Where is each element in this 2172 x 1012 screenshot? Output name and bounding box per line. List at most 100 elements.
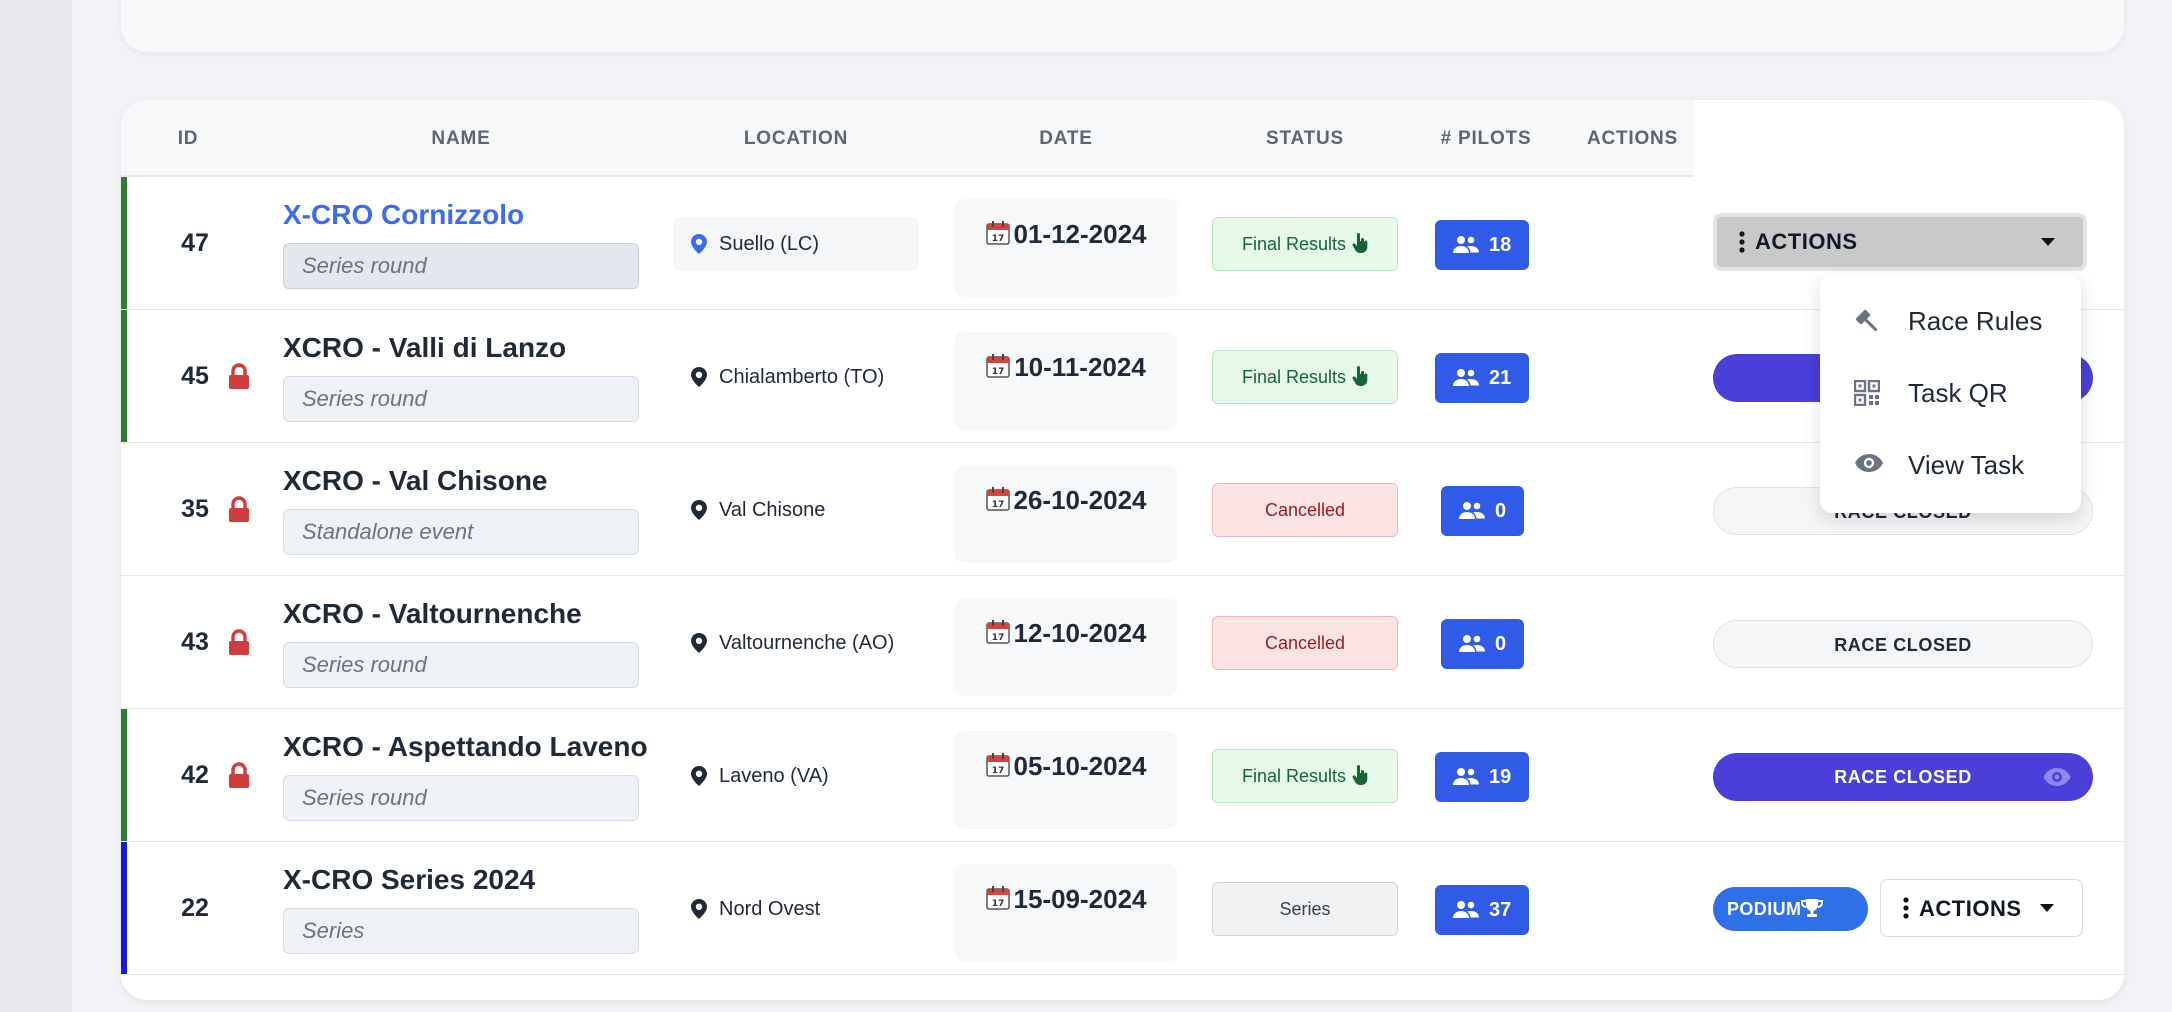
col-header-status[interactable]: STATUS [1266,128,1344,149]
pilots-count: 0 [1495,500,1507,522]
calendar-icon: 17 [985,753,1010,777]
race-name[interactable]: XCRO - Valtournenche [283,598,582,629]
actions-dropdown-menu: Race Rules Task QR View Task [1820,275,2081,513]
users-icon [1453,901,1479,918]
date-text: 10-11-2024 [1014,352,1146,382]
table-row: 47 X-CRO Cornizzolo Series round Suello … [121,177,2124,310]
map-pin-icon [691,234,707,254]
race-type-field: Series round [283,243,639,289]
race-closed-button: RACE CLOSED [1713,620,2093,668]
table-row: 35 XCRO - Val Chisone Standalone event V… [121,443,2124,576]
race-location: Suello (LC) [673,217,919,271]
svg-text:17: 17 [991,234,1004,244]
location-text: Nord Ovest [719,898,821,920]
location-text: Chialamberto (TO) [719,366,885,388]
status-badge: Cancelled [1212,483,1398,537]
menu-item-label: Race Rules [1908,306,2043,336]
sidebar-edge [0,0,72,1012]
table-row: 43 XCRO - Valtournenche Series round Val… [121,576,2124,709]
lock-icon [229,762,249,788]
col-header-id[interactable]: ID [177,128,199,149]
calendar-icon: 17 [985,620,1010,644]
pilots-count: 18 [1489,234,1512,256]
race-location: Val Chisone [673,483,919,537]
status-badge[interactable]: Final Results [1212,749,1398,803]
race-type-field: Series [283,908,639,954]
race-name[interactable]: XCRO - Aspettando Laveno [283,731,648,762]
row-status-stripe [121,842,127,974]
menu-item-view-task[interactable]: View Task [1820,429,2081,501]
menu-item-label: Task QR [1908,378,2008,408]
pilots-count: 19 [1489,766,1512,788]
actions-label: ACTIONS [1755,229,1858,254]
pilots-count: 21 [1489,367,1512,389]
filter-card [121,0,2124,52]
pilots-count-button[interactable]: 0 [1441,486,1525,536]
pilots-count: 0 [1495,633,1507,655]
qr-code-icon [1854,380,1880,406]
date-text: 26-10-2024 [1013,485,1147,515]
col-header-date[interactable]: DATE [1039,128,1093,149]
race-date: 17 26-10-2024 [954,465,1178,563]
row-status-stripe [121,310,127,442]
vertical-dots-icon [1903,897,1909,919]
menu-item-task-qr[interactable]: Task QR [1820,357,2081,429]
race-location: Valtournenche (AO) [673,616,919,670]
races-table: ID NAME LOCATION DATE STATUS # PILOTS AC… [121,100,2124,1000]
pilots-count-button[interactable]: 19 [1435,752,1530,802]
pilots-count-button[interactable]: 21 [1435,353,1530,403]
race-date: 17 01-12-2024 [954,199,1178,297]
col-header-location[interactable]: LOCATION [743,128,849,149]
status-badge[interactable]: Final Results [1212,217,1398,271]
race-id: 35 [181,495,209,523]
race-date: 17 12-10-2024 [954,598,1178,696]
table-row: 42 XCRO - Aspettando Laveno Series round… [121,709,2124,842]
pilots-count-button[interactable]: 18 [1435,220,1530,270]
race-type-field: Series round [283,642,639,688]
status-text: Final Results [1241,367,1347,387]
vertical-dots-icon [1739,231,1745,253]
calendar-icon: 17 [986,354,1010,378]
calendar-icon: 17 [985,886,1010,910]
caret-down-icon [2041,238,2055,246]
svg-text:17: 17 [992,367,1005,377]
users-icon [1453,768,1479,785]
race-name[interactable]: XCRO - Val Chisone [283,465,548,496]
col-header-pilots[interactable]: # PILOTS [1440,128,1532,149]
race-id: 45 [181,362,209,390]
lock-icon [229,363,249,389]
status-text: Final Results [1241,766,1347,786]
col-header-name[interactable]: NAME [431,128,491,149]
pointer-hand-icon [1352,765,1368,785]
race-date: 17 05-10-2024 [954,731,1178,829]
race-name[interactable]: X-CRO Series 2024 [283,864,536,895]
actions-dropdown-button[interactable]: ACTIONS [1880,879,2083,937]
menu-item-race-rules[interactable]: Race Rules [1820,285,2081,357]
status-badge: Cancelled [1212,616,1398,670]
row-status-stripe [121,177,127,309]
podium-button[interactable]: PODIUM [1713,887,1868,931]
actions-dropdown-button[interactable]: ACTIONS [1713,213,2087,271]
map-pin-icon [691,633,707,653]
users-icon [1459,635,1485,652]
location-text: Val Chisone [719,499,826,521]
map-pin-icon [691,766,707,786]
pilots-count-button[interactable]: 37 [1435,885,1530,935]
race-location: Laveno (VA) [673,749,919,803]
pilots-count-button[interactable]: 0 [1441,619,1525,669]
race-closed-label: RACE CLOSED [1834,767,1972,787]
lock-icon [229,629,249,655]
race-type-field: Series round [283,376,639,422]
race-date: 17 15-09-2024 [954,864,1178,962]
race-name-link[interactable]: X-CRO Cornizzolo [283,199,525,230]
race-closed-button[interactable]: RACE CLOSED [1713,753,2093,801]
users-icon [1453,369,1479,386]
actions-label: ACTIONS [1919,896,2022,921]
date-text: 15-09-2024 [1013,884,1147,914]
svg-text:17: 17 [991,766,1004,776]
status-badge[interactable]: Final Results [1212,350,1398,404]
caret-down-icon [2040,904,2054,912]
svg-text:17: 17 [991,899,1004,909]
table-row: 22 X-CRO Series 2024 Series Nord Ovest 1… [121,842,2124,975]
race-name[interactable]: XCRO - Valli di Lanzo [283,332,567,363]
